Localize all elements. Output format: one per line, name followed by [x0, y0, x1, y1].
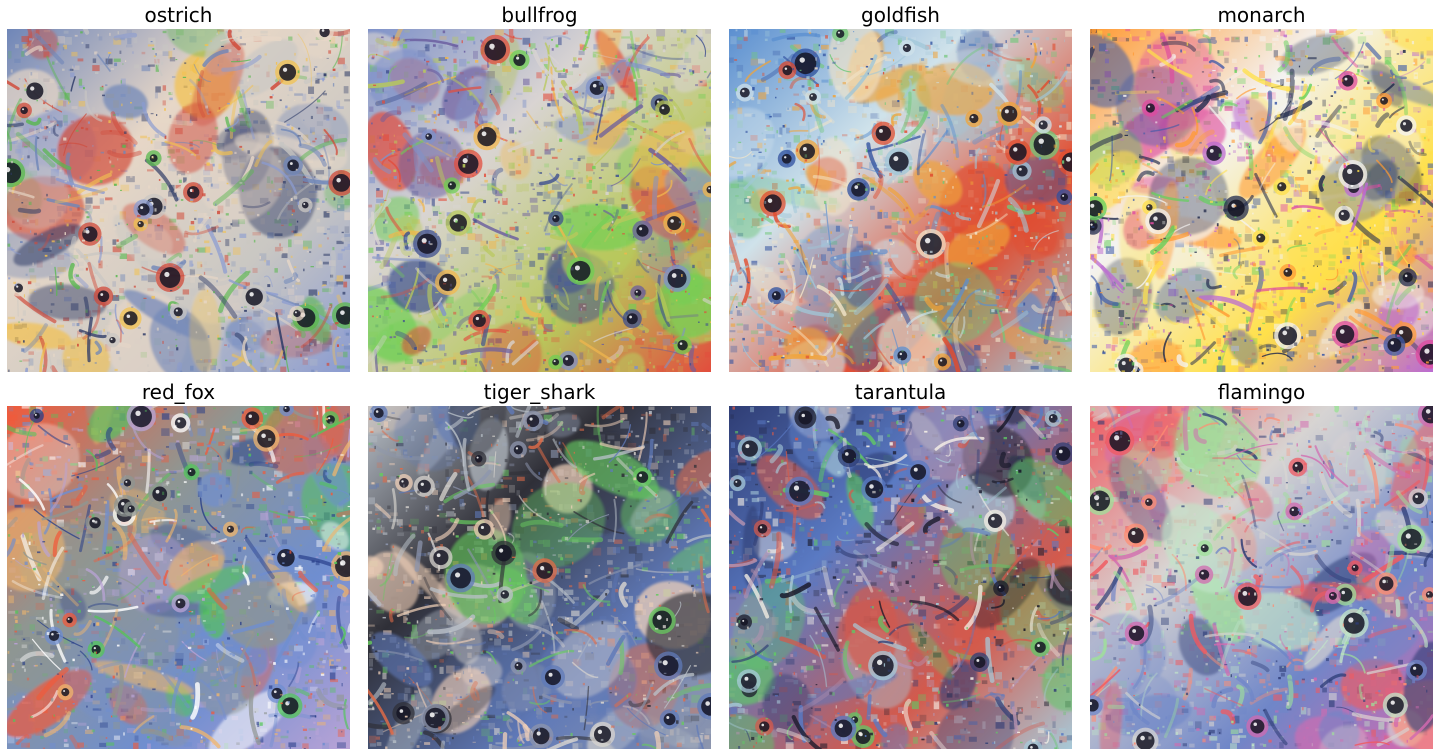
- tarantula-visualization-image: [729, 406, 1072, 749]
- flamingo-visualization-image: [1090, 406, 1433, 749]
- red-fox-visualization-image: [7, 406, 350, 749]
- bullfrog-visualization-image: [368, 29, 711, 372]
- panel-title-tarantula: tarantula: [854, 380, 947, 404]
- panel-title-flamingo: flamingo: [1217, 380, 1306, 404]
- ostrich-visualization-image: [7, 29, 350, 372]
- panel-title-ostrich: ostrich: [144, 3, 213, 27]
- panel-title-goldfish: goldfish: [861, 3, 940, 27]
- monarch-visualization-image: [1090, 29, 1433, 372]
- panel-title-monarch: monarch: [1217, 3, 1306, 27]
- panel-title-red-fox: red_fox: [141, 380, 216, 404]
- goldfish-visualization-image: [729, 29, 1072, 372]
- panel-title-bullfrog: bullfrog: [501, 3, 578, 27]
- panel-title-tiger-shark: tiger_shark: [483, 380, 596, 404]
- tiger-shark-visualization-image: [368, 406, 711, 749]
